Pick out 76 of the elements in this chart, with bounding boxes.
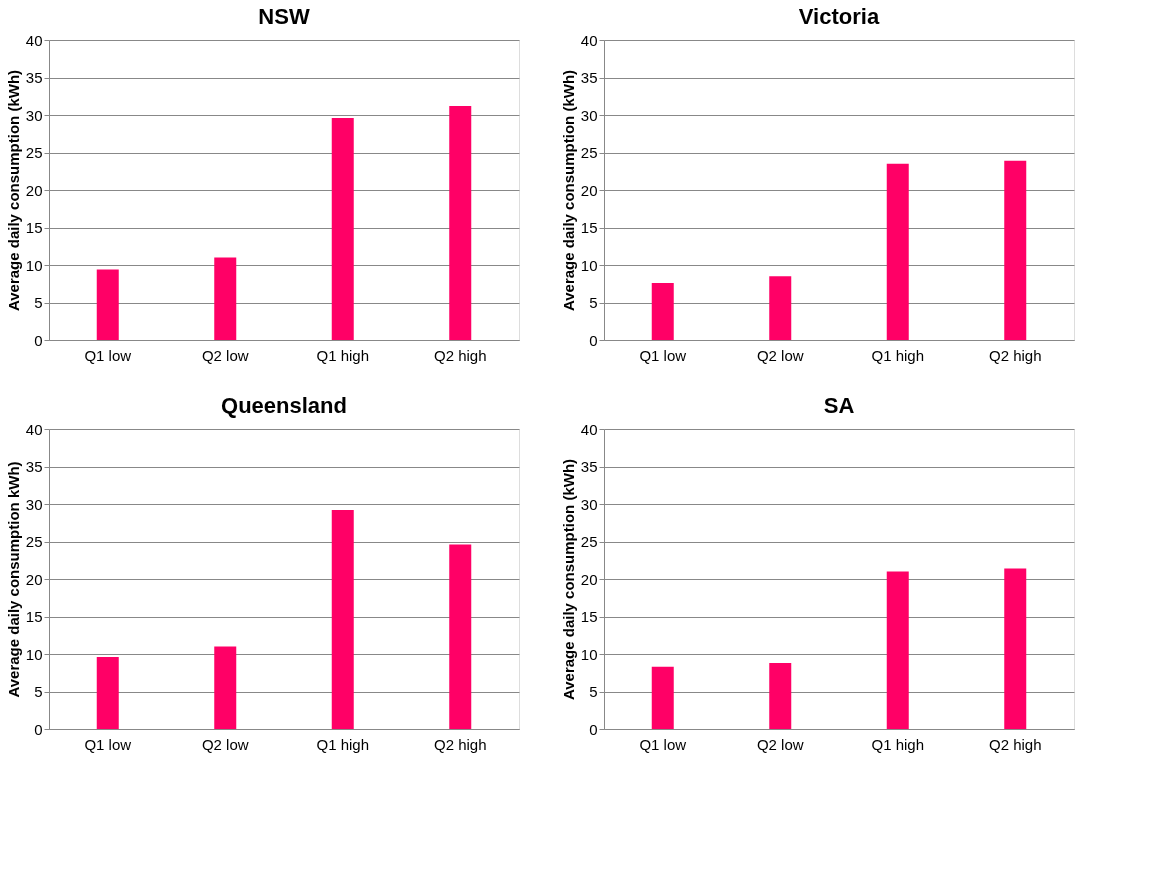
y-tick-label: 30 — [580, 495, 598, 513]
x-tick-label: Q2 low — [756, 735, 804, 753]
bar — [96, 269, 119, 340]
chart-title: SA — [823, 393, 855, 418]
bar — [214, 646, 237, 729]
bar — [331, 510, 354, 729]
x-tick-label: Q1 high — [871, 735, 925, 753]
y-tick-label: 35 — [25, 458, 43, 475]
y-tick-label: 35 — [580, 69, 598, 86]
y-tick-label: 35 — [580, 458, 598, 475]
x-tick-label: Q1 high — [316, 735, 370, 753]
chart-title: Victoria — [798, 4, 880, 29]
bar — [96, 657, 119, 729]
y-tick-label: 30 — [25, 495, 43, 513]
y-tick-label: 0 — [34, 331, 43, 349]
y-tick-label: 5 — [34, 683, 43, 700]
y-tick-label: 0 — [589, 331, 598, 349]
y-tick-label: 30 — [25, 106, 43, 124]
x-tick-label: Q1 high — [871, 346, 925, 364]
y-tick-label: 25 — [25, 144, 43, 161]
x-tick-label: Q2 low — [756, 346, 804, 364]
y-tick-label: 25 — [580, 144, 598, 161]
x-tick-label: Q2 high — [988, 346, 1042, 364]
x-tick-label: Q1 low — [84, 735, 132, 753]
y-tick-label: 20 — [25, 570, 43, 588]
x-tick-label: Q2 high — [433, 346, 487, 364]
y-tick-label: 25 — [25, 533, 43, 550]
y-tick-label: 20 — [580, 570, 598, 588]
x-tick-label: Q2 low — [201, 346, 249, 364]
y-tick-label: 15 — [580, 608, 598, 625]
bar — [769, 276, 792, 340]
y-tick-label: 5 — [589, 294, 598, 311]
y-tick-label: 20 — [580, 181, 598, 199]
bar — [651, 666, 674, 729]
y-tick-label: 40 — [25, 420, 43, 438]
y-tick-label: 0 — [589, 720, 598, 738]
y-tick-label: 40 — [580, 420, 598, 438]
y-axis-title: Average daily consumption (kWh) — [559, 458, 577, 701]
y-tick-label: 0 — [34, 720, 43, 738]
bar — [651, 283, 674, 340]
y-axis-title: Average daily consumption kWh) — [4, 461, 22, 698]
y-axis-title: Average daily consumption (kWh) — [559, 69, 577, 312]
y-tick-label: 10 — [580, 256, 598, 274]
bar — [769, 663, 792, 729]
y-tick-label: 15 — [25, 608, 43, 625]
x-tick-label: Q2 low — [201, 735, 249, 753]
x-tick-label: Q1 low — [84, 346, 132, 364]
y-axis-title: Average daily consumption (kWh) — [4, 69, 22, 312]
bar — [1004, 568, 1027, 729]
y-tick-label: 40 — [25, 31, 43, 49]
y-tick-label: 5 — [589, 683, 598, 700]
y-tick-label: 10 — [25, 256, 43, 274]
chart-title: NSW — [258, 4, 310, 29]
y-tick-label: 35 — [25, 69, 43, 86]
bar — [214, 257, 237, 340]
x-tick-label: Q1 low — [639, 735, 687, 753]
y-tick-label: 15 — [25, 219, 43, 236]
x-tick-label: Q2 high — [988, 735, 1042, 753]
y-tick-label: 30 — [580, 106, 598, 124]
y-tick-label: 25 — [580, 533, 598, 550]
x-tick-label: Q2 high — [433, 735, 487, 753]
y-tick-label: 5 — [34, 294, 43, 311]
bar — [886, 571, 909, 729]
x-tick-label: Q1 high — [316, 346, 370, 364]
x-tick-label: Q1 low — [639, 346, 687, 364]
chart-title: Queensland — [221, 393, 347, 418]
bar — [331, 118, 354, 340]
bar — [886, 163, 909, 340]
y-tick-label: 10 — [25, 645, 43, 663]
y-tick-label: 40 — [580, 31, 598, 49]
bar — [449, 544, 472, 729]
y-tick-label: 10 — [580, 645, 598, 663]
bar — [449, 106, 472, 340]
y-tick-label: 15 — [580, 219, 598, 236]
y-tick-label: 20 — [25, 181, 43, 199]
bar — [1004, 160, 1027, 340]
